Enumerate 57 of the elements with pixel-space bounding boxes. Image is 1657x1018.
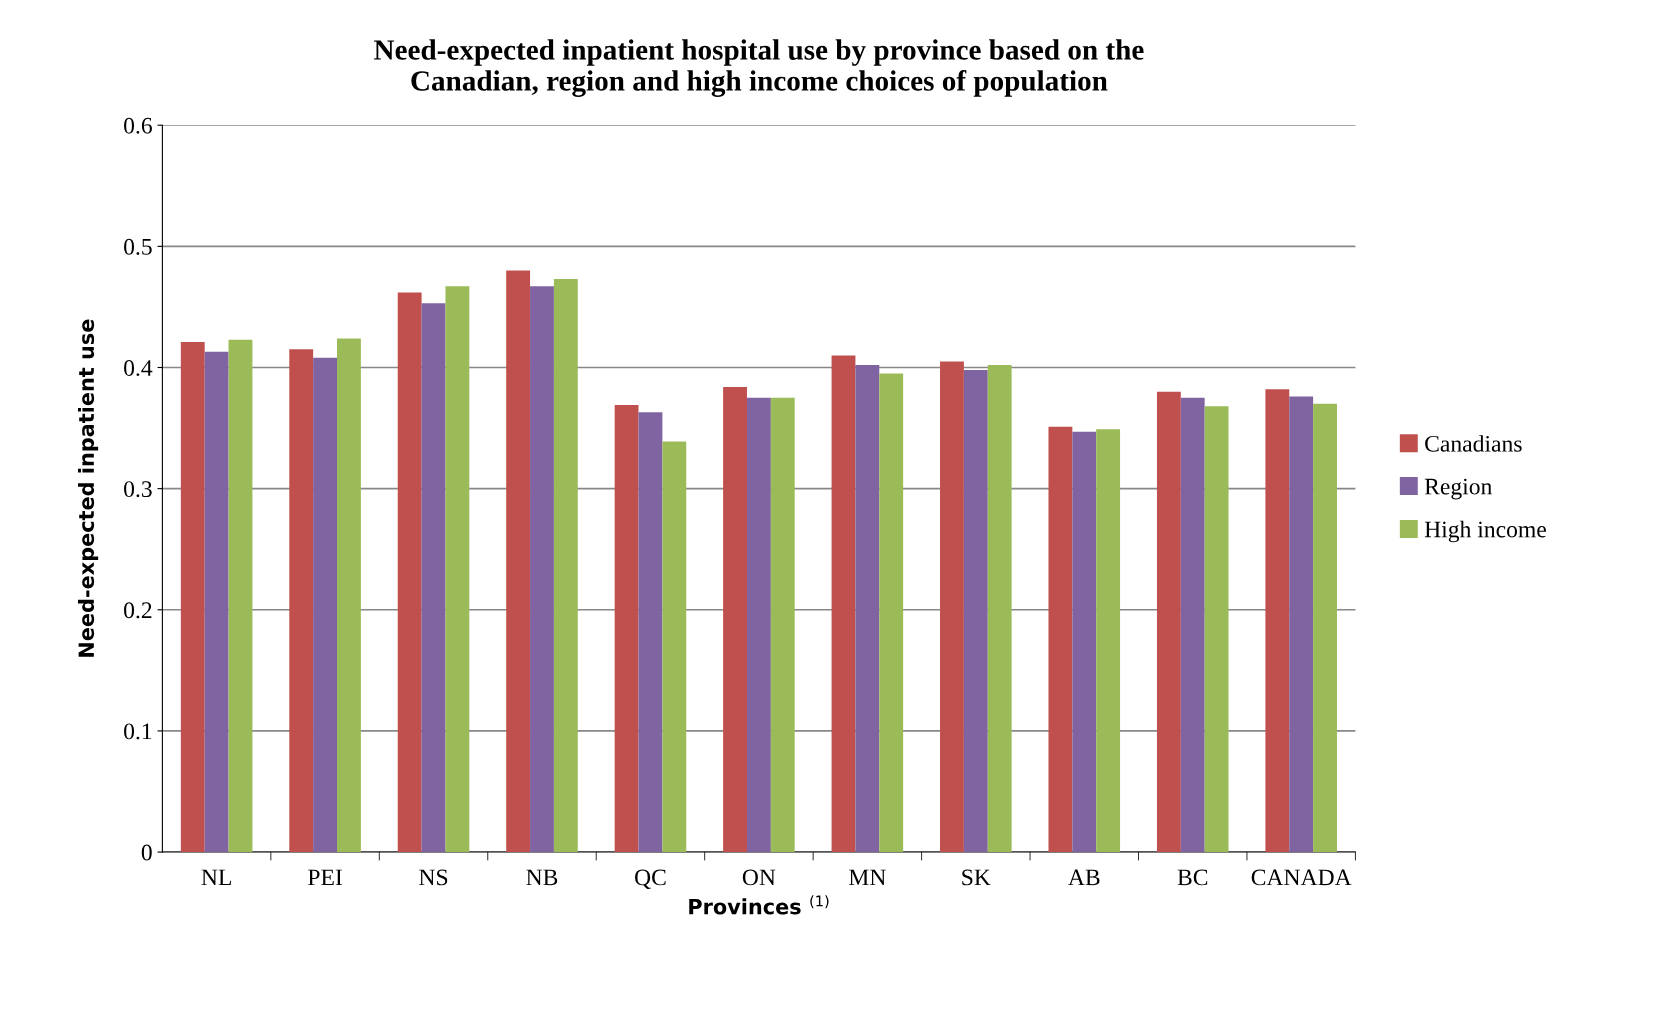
bar	[1204, 406, 1229, 853]
bar	[204, 351, 229, 853]
x-tick-label: NS	[419, 869, 448, 886]
bar	[530, 286, 554, 853]
x-tick-label: AB	[1068, 869, 1100, 886]
x-tick-label: PEI	[308, 869, 342, 886]
bar	[337, 338, 361, 853]
bar	[1289, 396, 1314, 853]
y-tick-label: 0.4	[124, 359, 153, 377]
bar	[662, 441, 687, 853]
bar	[770, 397, 795, 853]
chart-title: Need-expected inpatient hospital use by province based on the Canadian, region and high income choices of population	[374, 39, 1144, 97]
bar	[180, 342, 205, 853]
bar	[614, 405, 639, 853]
bar	[1156, 391, 1181, 853]
y-axis-title: Need-expected inpatient use	[77, 319, 99, 657]
bar	[746, 397, 771, 853]
bar	[228, 339, 253, 853]
bar	[1265, 389, 1290, 853]
bar	[1072, 431, 1097, 853]
legend-label: Canadians	[1425, 435, 1522, 452]
x-tick-label: MN	[849, 869, 886, 886]
x-tick-label: QC	[635, 869, 666, 889]
y-tick-label: 0.1	[124, 723, 152, 740]
bar	[445, 286, 470, 853]
bar	[397, 292, 422, 853]
bar	[289, 349, 314, 853]
bar	[855, 365, 880, 853]
x-tick-label: BC	[1177, 869, 1208, 886]
bar	[1048, 426, 1073, 853]
bar	[553, 279, 578, 853]
y-tick-label: 0	[141, 844, 152, 861]
legend-label: Region	[1424, 478, 1492, 500]
bar	[506, 270, 531, 853]
bar	[963, 369, 988, 853]
bar	[879, 373, 904, 853]
bar	[831, 355, 856, 853]
bar	[1180, 397, 1205, 853]
bar	[1096, 429, 1121, 853]
x-tick-label: ON	[742, 869, 776, 886]
bar	[1313, 403, 1337, 853]
x-tick-label: NB	[526, 869, 558, 886]
bar	[987, 365, 1012, 853]
x-tick-label: CANADA	[1251, 869, 1352, 886]
y-tick-label: 0.5	[124, 238, 152, 255]
bar	[723, 386, 747, 853]
y-tick-label: 0.2	[124, 602, 152, 619]
bar	[313, 357, 337, 853]
y-tick-label: 0.6	[124, 117, 152, 134]
bar	[940, 361, 964, 853]
y-tick-label: 0.3	[124, 481, 152, 498]
x-axis-title: Provinces $^{(1)}$	[689, 895, 829, 915]
bar	[638, 412, 663, 853]
bar	[421, 303, 446, 853]
x-tick-label: SK	[962, 869, 991, 886]
legend-label: High income	[1424, 520, 1546, 543]
x-tick-label: NL	[201, 869, 231, 886]
